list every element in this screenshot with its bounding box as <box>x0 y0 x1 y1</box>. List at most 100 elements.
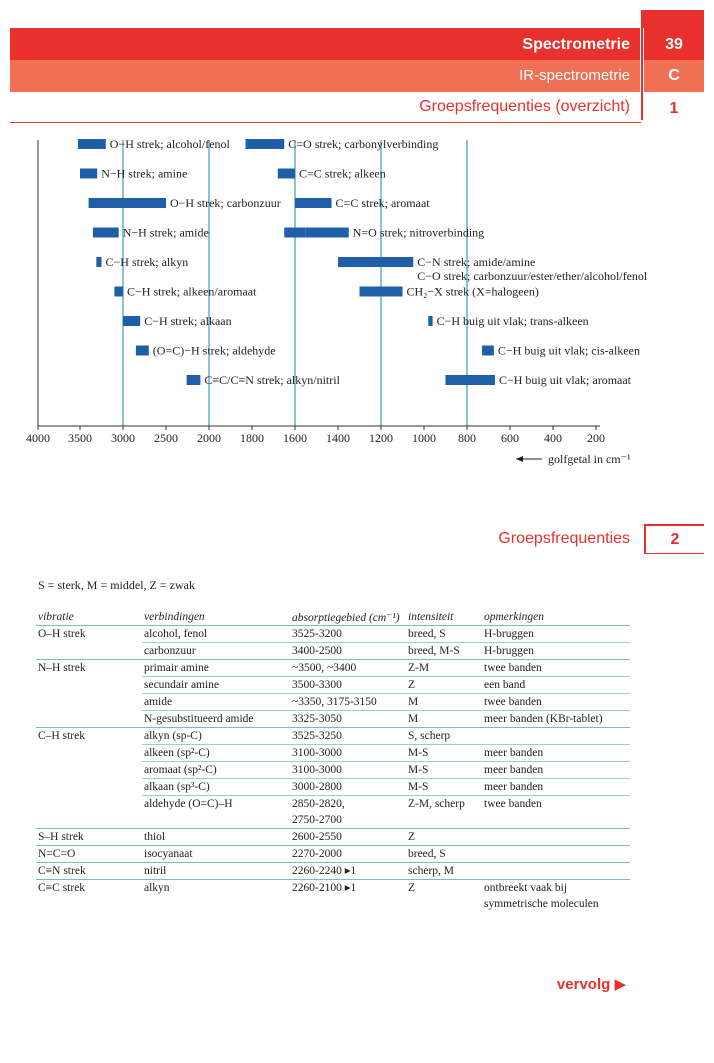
table-cell-int <box>406 896 482 912</box>
table-cell-vib: C–H strek <box>38 730 85 742</box>
table-cell-vib <box>36 642 142 660</box>
chart-band <box>316 198 332 208</box>
table-cell-vib <box>36 796 142 813</box>
ir-group-frequency-chart: 4000 3500 3000 2500 2000 1800 1600 1400 1200 1000… <box>26 137 648 466</box>
table-cell-opm: H-bruggen <box>482 642 630 660</box>
chapter-subtitle: IR-spectrometrie <box>10 60 640 92</box>
chart-band <box>96 257 102 267</box>
table-cell-opm: meer banden <box>482 761 630 779</box>
section2-title: Groepsfrequenties <box>498 530 630 547</box>
chart-band-label-extra: C−O strek; carbonzuur/ester/ether/alcoho… <box>417 269 648 283</box>
table-cell-int: S, scherp <box>406 727 482 745</box>
chart-x-tick-label: 1200 <box>369 431 393 445</box>
table-header-row: vibratie verbindingen absorptiegebied (c… <box>36 608 630 626</box>
table-cell-vib: C≡N strek <box>36 862 142 880</box>
table-cell-int <box>406 812 482 829</box>
chart-band-label: (O=C)−H strek; aldehyde <box>153 344 276 358</box>
table-cell-int: M <box>406 710 482 728</box>
chapter-number: 39 <box>644 28 704 60</box>
table-row: carbonzuur 3400-2500 breed, M-S H-bruggen <box>36 642 630 660</box>
chart-x-tick-label: 1000 <box>412 431 436 445</box>
table-cell-opm: H-bruggen <box>482 625 630 643</box>
chart-x-tick-label: 1600 <box>283 431 307 445</box>
table-cell-vib <box>36 710 142 728</box>
group-frequency-table: vibratie verbindingen absorptiegebied (c… <box>36 608 630 912</box>
chart-band-label: C−H buig uit vlak; aromaat <box>499 373 632 387</box>
table-cell-vib: S–H strek <box>36 828 142 846</box>
table-cell-abs: 2850-2820, <box>292 798 345 810</box>
table-cell-verb: alkyn (sp-C) <box>142 727 290 745</box>
next-page-link[interactable]: vervolg ▶ <box>557 975 626 993</box>
chart-band-label: CH₂−X strek (X=halogeen) <box>407 285 539 299</box>
chart-band <box>359 286 403 297</box>
table-cell-int: scherp, M <box>406 862 482 880</box>
table-row: O–H strek alcohol, fenol 3525-3200 breed, S… <box>36 625 630 643</box>
table-cell-vib <box>36 677 142 694</box>
chart-band <box>123 316 141 326</box>
section2-rule <box>644 553 704 554</box>
chart-band <box>92 227 119 238</box>
table-cell-vib <box>36 762 142 779</box>
chart-band <box>80 168 98 179</box>
table-row: 2750-2700 <box>36 812 630 829</box>
chapter-subtitle-code: C <box>644 60 704 92</box>
table-cell-verb: alkyn <box>144 882 170 894</box>
table-cell-vib: N–H strek <box>38 662 86 674</box>
table-cell-int: Z-M, scherp <box>408 798 465 810</box>
table-cell-verb: aromaat (sp²-C) <box>142 761 290 779</box>
chart-x-tick-label: 2500 <box>154 431 178 445</box>
table-row: N=C=O isocyanaat 2270-2000 breed, S <box>36 845 630 863</box>
chart-band <box>295 198 317 208</box>
chart-band <box>482 345 494 356</box>
table-cell-opm: ontbreekt vaak bij <box>484 882 568 894</box>
table-cell-vib <box>36 779 142 796</box>
table-cell-int: M-S <box>406 778 482 796</box>
chart-x-tick-label: 400 <box>544 431 562 445</box>
table-cell-verb: thiol <box>142 828 290 846</box>
table-cell-int: breed, S <box>406 625 482 643</box>
table-cell-abs: 3525-3250 <box>290 727 406 745</box>
triangle-right-icon: ▶ <box>614 976 626 993</box>
section2-number: 2 <box>644 524 704 554</box>
table-cell-verb: alcohol, fenol <box>142 625 290 643</box>
chart-x-tick-label: 800 <box>458 431 476 445</box>
table-cell-opm: twee banden <box>484 798 542 810</box>
table-cell-abs: 3000-2800 <box>290 778 406 796</box>
table-cell-verb: alkeen (sp²-C) <box>142 744 290 762</box>
chart-x-tick-label: 600 <box>501 431 519 445</box>
chart-band <box>114 286 123 297</box>
table-cell-vib: N=C=O <box>36 845 142 863</box>
chart-band <box>77 139 106 149</box>
table-cell-verb: secundair amine <box>142 676 290 694</box>
table-cell-verb <box>142 896 290 912</box>
table-cell-abs: 2260-2240 ▸1 <box>290 862 406 880</box>
table-cell-abs: 2270-2000 <box>290 845 406 863</box>
table-cell-vib: C≡C strek <box>38 882 86 894</box>
table-cell-abs: ~3500, ~3400 <box>290 659 406 677</box>
table-row: N–H strek primair amine ~3500, ~3400 Z-M twe… <box>36 659 630 677</box>
table-cell-verb: carbonzuur <box>142 642 290 660</box>
table-cell-verb: N-gesubstitueerd amide <box>142 710 290 728</box>
table-cell-opm <box>482 812 630 829</box>
next-label: vervolg <box>556 976 611 993</box>
chapter-title: Spectrometrie <box>10 28 640 60</box>
table-cell-int: M <box>406 693 482 711</box>
chart-x-tick-label: 2000 <box>197 431 221 445</box>
col-absorptiegebied: absorptiegebied (cm⁻¹) <box>290 608 406 626</box>
chart-band <box>135 345 149 356</box>
table-cell-int: M-S <box>406 761 482 779</box>
chart-band <box>445 375 495 385</box>
chart-x-tick-label: 1800 <box>240 431 264 445</box>
table-cell-abs: 3525-3200 <box>290 625 406 643</box>
header-top-rule <box>641 10 704 28</box>
table-cell-int: breed, S <box>406 845 482 863</box>
header-divider <box>641 10 643 120</box>
chart-band-label: C−H strek; alkeen/aromaat <box>127 285 257 299</box>
table-row: aromaat (sp²-C) 3100-3000 M-S meer banden <box>36 761 630 779</box>
arrow-left-icon <box>516 456 523 462</box>
col-vibratie: vibratie <box>36 608 142 626</box>
table-cell-abs: 3100-3000 <box>290 744 406 762</box>
chart-x-tick-label: 1400 <box>326 431 350 445</box>
